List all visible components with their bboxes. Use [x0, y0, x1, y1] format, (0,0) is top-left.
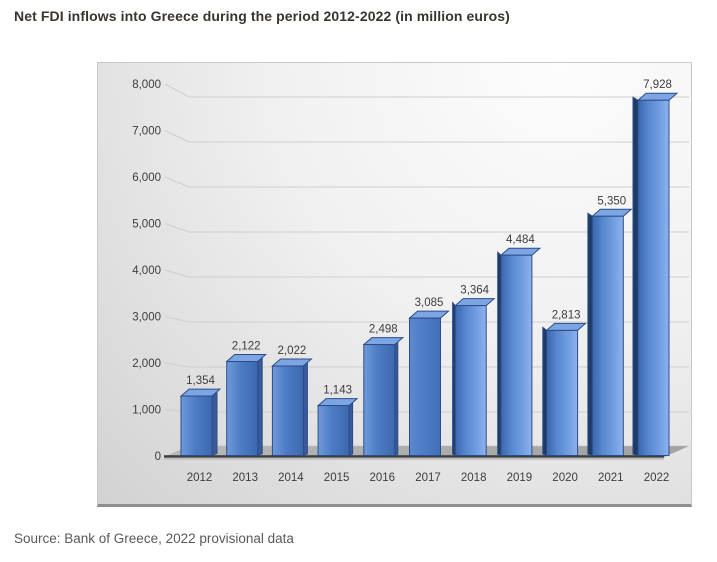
bar-side-face	[211, 391, 218, 457]
bar-column-2017: 3,085	[408, 297, 450, 456]
bar-data-label: 2,022	[278, 345, 307, 357]
bar-top-face	[408, 310, 450, 319]
bar-side-face	[348, 401, 354, 457]
x-axis-label: 2012	[187, 472, 213, 484]
bar-data-label: 2,498	[369, 324, 398, 336]
x-axis-label: 2016	[370, 472, 396, 484]
y-axis-label: 7,000	[132, 126, 161, 138]
bar-top-face	[590, 208, 633, 217]
bar-top-face	[499, 247, 542, 256]
bar-top-face	[453, 298, 496, 307]
bar-front-face	[454, 305, 487, 456]
bar-column-2013: 2,122	[225, 341, 268, 457]
y-axis-label: 6,000	[132, 172, 161, 184]
y-axis-labels: 0 1,000 2,000 3,000 4,000 5,000 6,000 7,000 8,00…	[132, 79, 161, 463]
bar-data-label: 2,813	[552, 309, 581, 321]
bar-data-label: 4,484	[506, 234, 535, 246]
x-axis-label: 2017	[415, 472, 441, 484]
bar-top-face	[636, 92, 679, 101]
x-axis-label: 2013	[232, 472, 258, 484]
bar-data-label: 2,122	[232, 341, 261, 353]
bar-column-2018: 3,364	[452, 285, 496, 457]
bar-front-face	[271, 365, 304, 457]
chart-title: Net FDI inflows into Greece during the p…	[14, 8, 510, 24]
x-axis-label: 2018	[461, 472, 487, 484]
bar-column-2022: 7,928	[632, 79, 679, 457]
y-axis-label: 5,000	[132, 219, 161, 231]
x-axis-label: 2022	[644, 472, 670, 484]
bar-data-label: 5,350	[597, 195, 626, 207]
source-note: Source: Bank of Greece, 2022 provisional…	[14, 531, 294, 546]
bar-side-face	[257, 356, 263, 457]
bar-front-face	[500, 254, 533, 456]
y-axis-label: 3,000	[132, 312, 161, 324]
bars: 1,354 2,122 2,022 1,143 2,498 3,085 3,364 4,484…	[179, 79, 679, 457]
x-axis-label: 2021	[598, 472, 624, 484]
chart-frame: 0 1,000 2,000 3,000 4,000 5,000 6,000 7,000 8,00…	[97, 62, 692, 507]
bar-front-face	[591, 215, 624, 456]
bar-column-2019: 4,484	[497, 234, 542, 457]
bar-front-face	[546, 329, 579, 457]
bar-front-face	[637, 99, 670, 457]
bar-side-face	[302, 361, 308, 457]
bar-top-face	[545, 322, 587, 331]
bar-column-2012: 1,354	[179, 375, 222, 457]
x-axis-label: 2014	[278, 472, 304, 484]
bar-side-face	[542, 326, 548, 457]
bar-front-face	[180, 395, 213, 457]
y-axis-label: 8,000	[132, 79, 161, 91]
bar-front-face	[317, 405, 350, 457]
bar-front-face	[409, 317, 441, 456]
x-axis-label: 2019	[507, 472, 533, 484]
x-axis-label: 2015	[324, 472, 350, 484]
y-axis-label: 0	[155, 451, 161, 463]
bar-column-2015: 1,143	[316, 385, 359, 457]
bar-front-face	[363, 344, 396, 456]
bar-data-label: 1,143	[323, 385, 352, 397]
bar-column-2016: 2,498	[362, 324, 405, 457]
bar-column-2021: 5,350	[587, 195, 633, 457]
y-axis-label: 1,000	[132, 405, 161, 417]
y-axis-label: 2,000	[132, 358, 161, 370]
bar-data-label: 3,085	[415, 297, 444, 309]
bar-data-label: 1,354	[186, 375, 215, 387]
y-axis-label: 4,000	[132, 265, 161, 277]
fdi-bar-chart: 0 1,000 2,000 3,000 4,000 5,000 6,000 7,000 8,00…	[132, 79, 690, 484]
bar-side-face	[587, 212, 593, 457]
x-axis-labels: 2012 2013 2014 2015 2016 2017 2018 2019 2020 2021…	[187, 472, 670, 484]
bar-front-face	[226, 361, 259, 457]
bar-side-face	[632, 96, 639, 457]
x-axis-label: 2020	[552, 472, 578, 484]
bar-data-label: 7,928	[643, 79, 672, 91]
bar-column-2014: 2,022	[271, 345, 313, 457]
bar-data-label: 3,364	[460, 285, 489, 297]
bar-column-2020: 2,813	[542, 309, 587, 457]
